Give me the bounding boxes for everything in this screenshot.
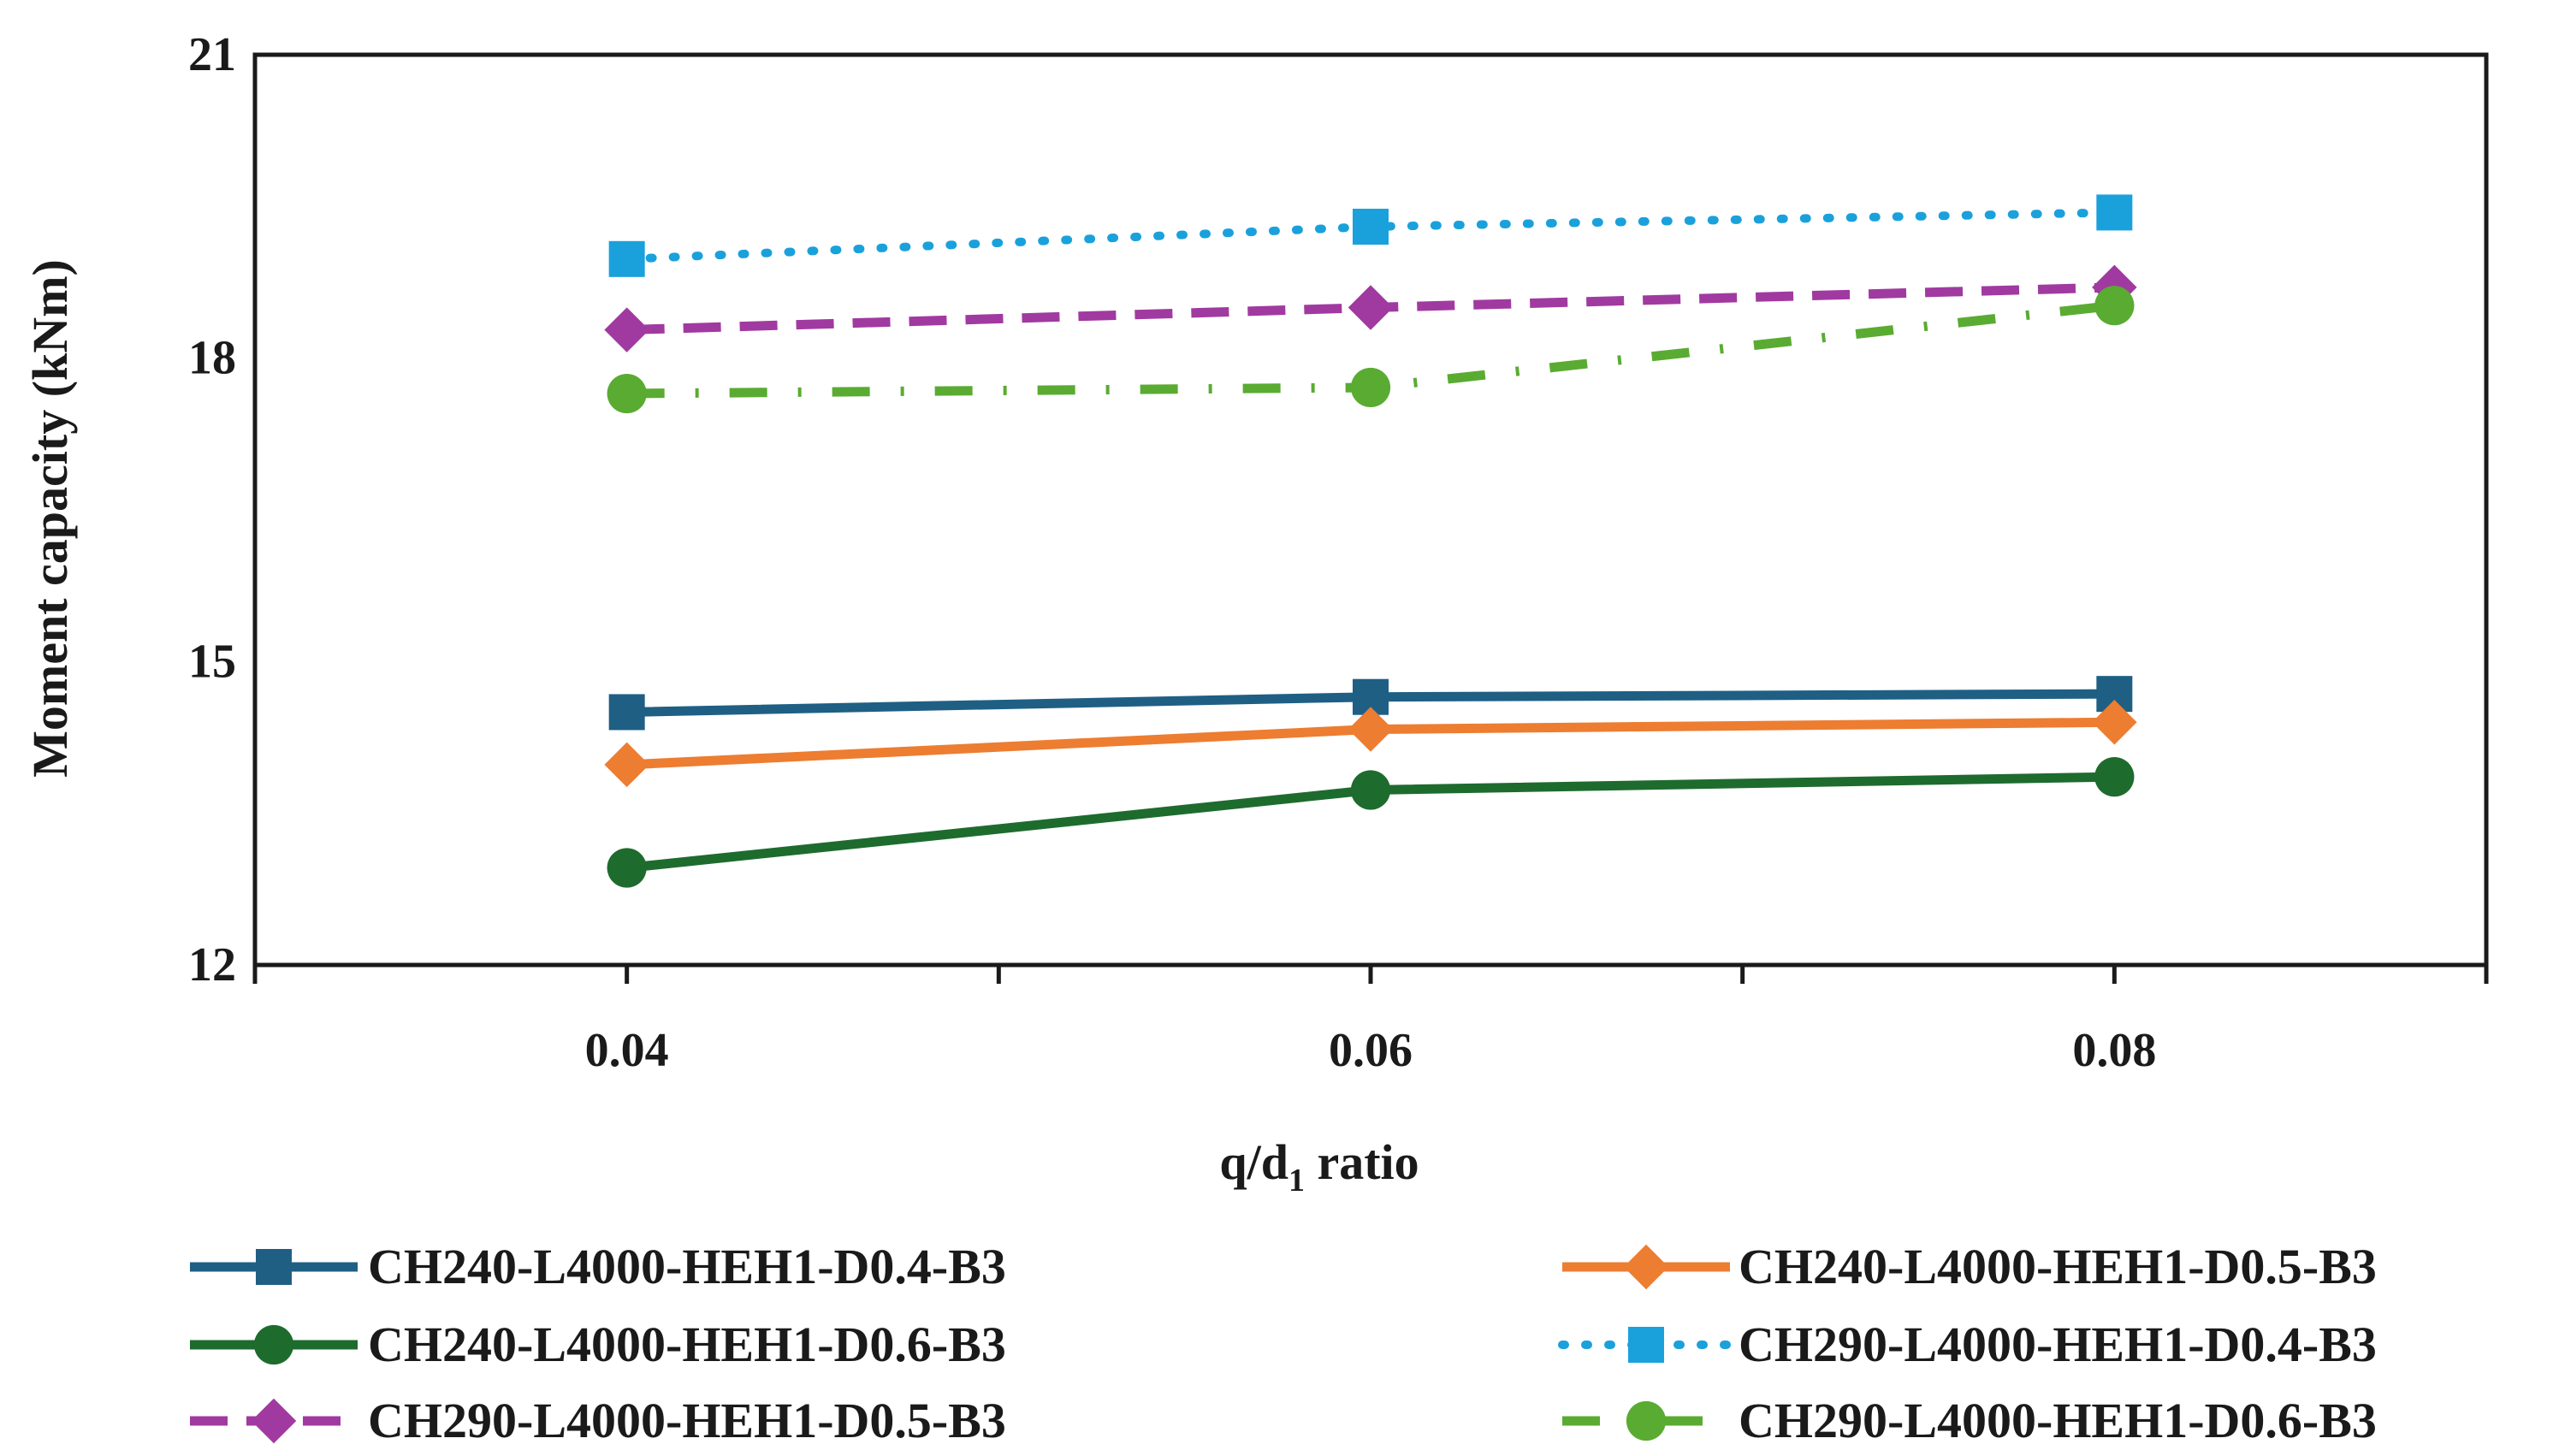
data-point-marker <box>2092 700 2137 745</box>
data-point-marker <box>2096 194 2133 231</box>
data-point-marker <box>608 240 645 277</box>
series-layer <box>604 194 2137 888</box>
data-point-marker <box>1348 707 1394 752</box>
x-tick-label: 0.04 <box>585 1024 669 1077</box>
x-axis-title-main: q/d <box>1219 1134 1288 1190</box>
data-point-marker <box>608 694 645 731</box>
legend-label: CH290-L4000-HEH1-D0.4-B3 <box>1739 1317 2377 1372</box>
y-tick-label: 12 <box>188 938 236 991</box>
data-point-marker <box>1350 367 1391 408</box>
x-axis-tick-labels: 0.04 0.06 0.08 <box>585 1024 2157 1077</box>
data-point-marker <box>1353 208 1389 245</box>
data-point-marker <box>604 307 649 352</box>
y-tick-label: 15 <box>188 635 236 688</box>
data-point-marker <box>607 848 647 888</box>
plot-area-frame <box>252 52 2489 968</box>
x-axis-title-subscript: 1 <box>1288 1163 1305 1199</box>
x-axis-title-suffix: ratio <box>1305 1134 1419 1190</box>
data-point-marker <box>2094 757 2135 797</box>
legend-swatch-marker <box>251 1398 297 1444</box>
y-axis-tick-labels: 12 15 18 21 <box>188 28 236 991</box>
legend: CH240-L4000-HEH1-D0.4-B3 CH240-L4000-HEH1… <box>190 1239 2377 1448</box>
x-tick-label: 0.06 <box>1329 1024 1413 1077</box>
y-tick-label: 18 <box>188 332 236 385</box>
series-2 <box>604 700 2137 788</box>
data-point-marker <box>2094 286 2135 326</box>
legend-item-3: CH240-L4000-HEH1-D0.6-B3 <box>190 1317 1006 1372</box>
legend-swatch-marker <box>253 1324 294 1365</box>
data-point-marker <box>607 373 647 414</box>
x-axis-ticks <box>252 965 2489 984</box>
legend-label: CH240-L4000-HEH1-D0.4-B3 <box>368 1239 1006 1294</box>
legend-swatch-marker <box>1626 1400 1667 1441</box>
x-axis-title: q/d1 ratio <box>1219 1134 1419 1199</box>
series-6 <box>607 286 2135 414</box>
x-tick-label: 0.08 <box>2072 1024 2156 1077</box>
data-point-marker <box>1350 770 1391 810</box>
series-3 <box>607 757 2135 888</box>
legend-swatch-marker <box>1623 1244 1669 1290</box>
data-point-marker <box>604 742 649 788</box>
y-axis-title: Moment capacity (kNm) <box>22 259 78 778</box>
data-point-marker <box>1348 285 1394 330</box>
legend-swatch-marker <box>256 1249 292 1285</box>
legend-item-1: CH240-L4000-HEH1-D0.4-B3 <box>190 1239 1006 1294</box>
legend-label: CH240-L4000-HEH1-D0.5-B3 <box>1739 1239 2377 1294</box>
legend-item-5: CH290-L4000-HEH1-D0.5-B3 <box>190 1393 1006 1448</box>
series-5 <box>604 264 2137 352</box>
legend-item-6: CH290-L4000-HEH1-D0.6-B3 <box>1562 1393 2377 1448</box>
legend-item-4: CH290-L4000-HEH1-D0.4-B3 <box>1558 1317 2377 1372</box>
legend-label: CH240-L4000-HEH1-D0.6-B3 <box>368 1317 1006 1372</box>
legend-label: CH290-L4000-HEH1-D0.5-B3 <box>368 1393 1006 1448</box>
y-tick-label: 21 <box>188 28 236 81</box>
legend-item-2: CH240-L4000-HEH1-D0.5-B3 <box>1562 1239 2377 1294</box>
legend-label: CH290-L4000-HEH1-D0.6-B3 <box>1739 1393 2377 1448</box>
legend-swatch-marker <box>1628 1327 1664 1363</box>
series-4 <box>608 194 2133 277</box>
